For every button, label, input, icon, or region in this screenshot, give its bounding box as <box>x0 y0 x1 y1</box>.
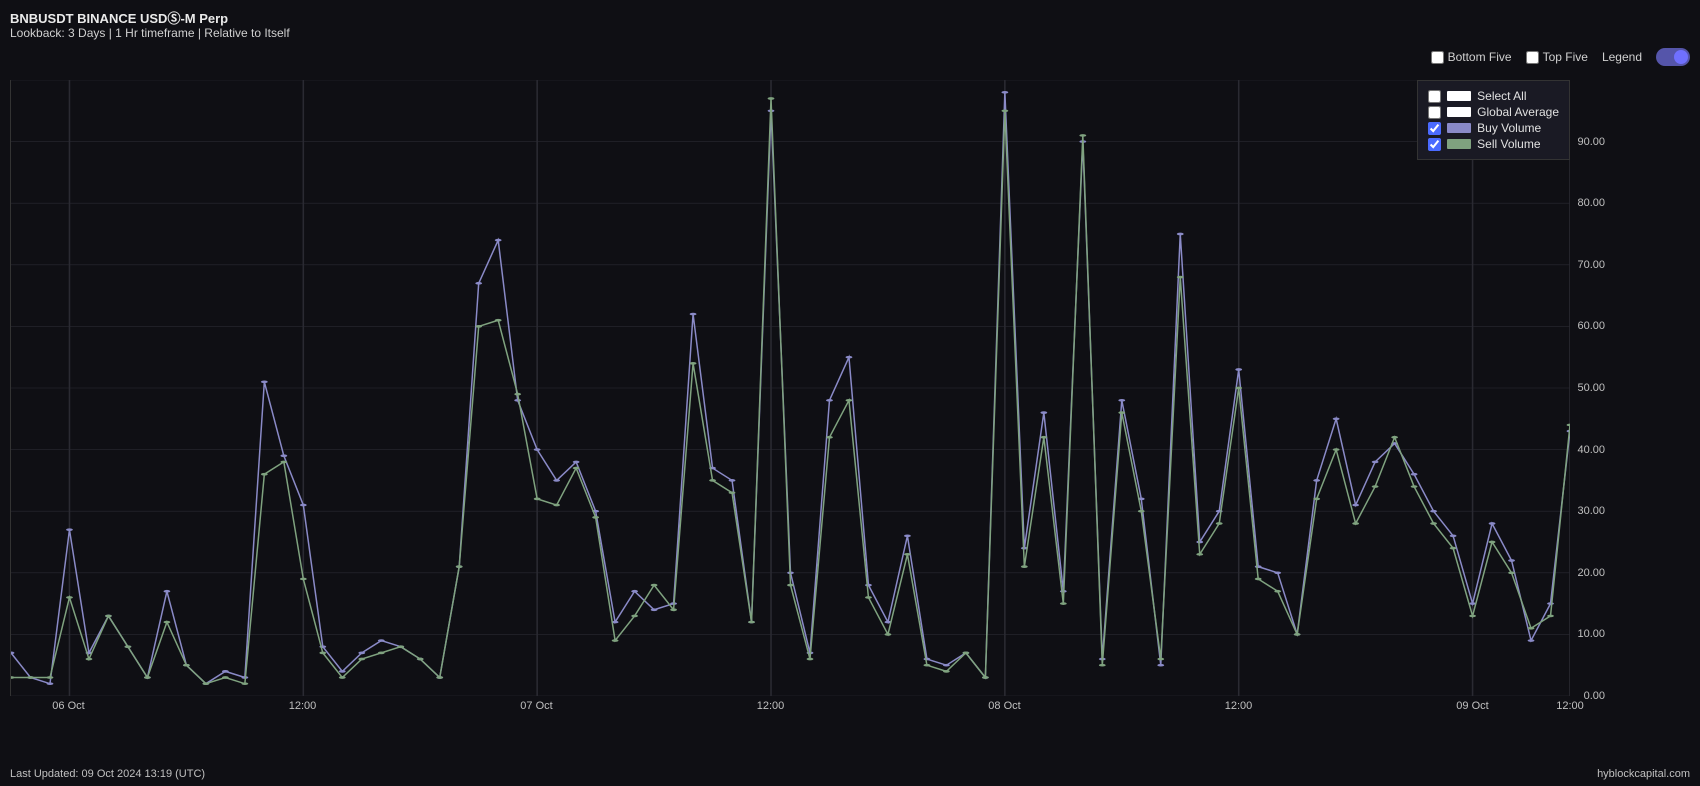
legend-toggle-label: Legend <box>1602 50 1642 64</box>
y-tick-label: 10.00 <box>1577 628 1605 640</box>
legend-item-select-all[interactable]: Select All <box>1428 89 1559 103</box>
top-five-label: Top Five <box>1543 50 1588 64</box>
top-five-checkbox[interactable]: Top Five <box>1526 50 1588 64</box>
legend-checkbox-buy-volume[interactable] <box>1428 122 1441 135</box>
legend-label-global-average: Global Average <box>1477 105 1559 119</box>
x-tick-label: 08 Oct <box>988 700 1020 712</box>
y-tick-label: 90.00 <box>1577 136 1605 148</box>
y-tick-label: 50.00 <box>1577 382 1605 394</box>
legend-toggle[interactable] <box>1656 48 1690 66</box>
legend-swatch-select-all <box>1447 91 1471 101</box>
legend-item-global-average[interactable]: Global Average <box>1428 105 1559 119</box>
bottom-five-label: Bottom Five <box>1448 50 1512 64</box>
top-five-input[interactable] <box>1526 51 1539 64</box>
chart-subtitle: Lookback: 3 Days | 1 Hr timeframe | Rela… <box>10 26 290 40</box>
legend-item-sell-volume[interactable]: Sell Volume <box>1428 137 1559 151</box>
legend-label-buy-volume: Buy Volume <box>1477 121 1541 135</box>
legend-panel: Select All Global Average Buy Volume Sel… <box>1417 80 1570 160</box>
y-tick-label: 60.00 <box>1577 320 1605 332</box>
x-tick-label: 06 Oct <box>52 700 84 712</box>
x-axis-ticks: 06 Oct12:0007 Oct12:0008 Oct12:0009 Oct1… <box>10 700 1570 716</box>
y-tick-label: 0.00 <box>1584 690 1605 702</box>
chart-controls: Bottom Five Top Five Legend <box>1431 48 1690 66</box>
x-tick-label: 12:00 <box>289 700 317 712</box>
chart-plot-area <box>10 80 1570 696</box>
legend-label-sell-volume: Sell Volume <box>1477 137 1540 151</box>
legend-item-buy-volume[interactable]: Buy Volume <box>1428 121 1559 135</box>
legend-label-select-all: Select All <box>1477 89 1526 103</box>
bottom-five-input[interactable] <box>1431 51 1444 64</box>
x-tick-label: 07 Oct <box>520 700 552 712</box>
source-label: hyblockcapital.com <box>1597 768 1690 780</box>
legend-checkbox-select-all[interactable] <box>1428 90 1441 103</box>
legend-checkbox-global-average[interactable] <box>1428 106 1441 119</box>
y-tick-label: 20.00 <box>1577 567 1605 579</box>
y-tick-label: 70.00 <box>1577 259 1605 271</box>
chart-title: BNBUSDT BINANCE USDⓈ-M Perp <box>10 8 228 27</box>
y-tick-label: 80.00 <box>1577 197 1605 209</box>
y-axis-ticks: 0.0010.0020.0030.0040.0050.0060.0070.008… <box>1570 80 1605 696</box>
y-tick-label: 40.00 <box>1577 444 1605 456</box>
bottom-five-checkbox[interactable]: Bottom Five <box>1431 50 1512 64</box>
x-tick-label: 12:00 <box>757 700 785 712</box>
chart-svg <box>11 80 1570 696</box>
last-updated-label: Last Updated: 09 Oct 2024 13:19 (UTC) <box>10 768 205 780</box>
x-tick-label: 12:00 <box>1556 700 1584 712</box>
x-tick-label: 12:00 <box>1225 700 1253 712</box>
legend-swatch-global-average <box>1447 107 1471 117</box>
y-tick-label: 30.00 <box>1577 505 1605 517</box>
legend-swatch-sell-volume <box>1447 139 1471 149</box>
legend-checkbox-sell-volume[interactable] <box>1428 138 1441 151</box>
x-tick-label: 09 Oct <box>1456 700 1488 712</box>
legend-swatch-buy-volume <box>1447 123 1471 133</box>
